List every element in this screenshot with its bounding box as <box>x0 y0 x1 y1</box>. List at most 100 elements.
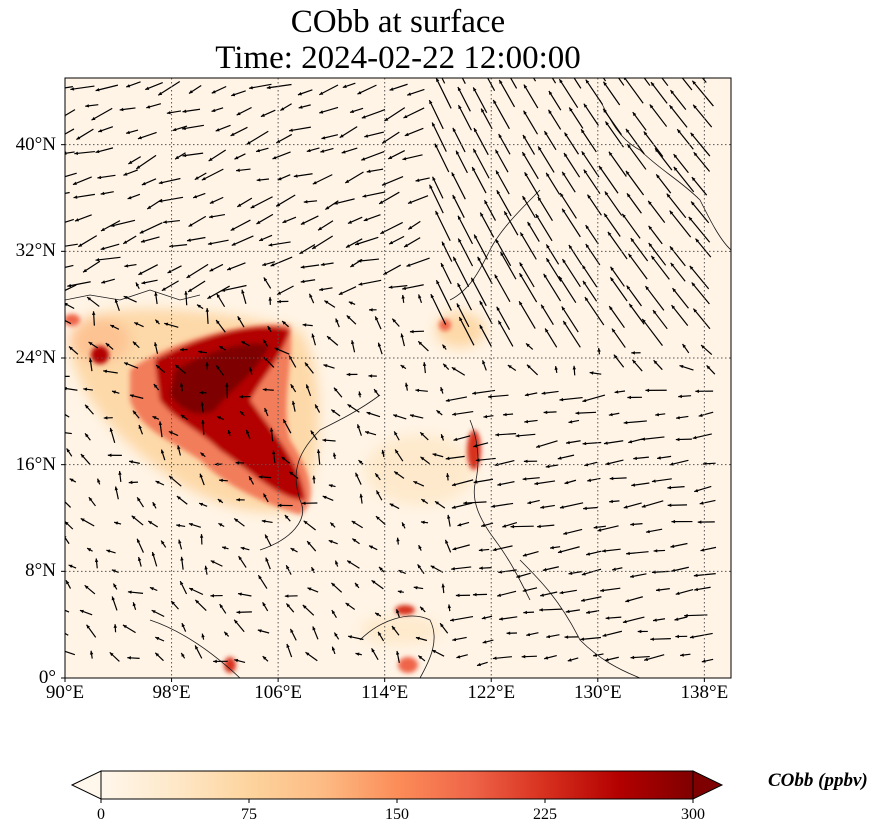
wind-arrow <box>420 456 430 465</box>
wind-arrow <box>321 134 339 140</box>
wind-arrow <box>626 285 642 307</box>
wind-arrow <box>199 534 204 545</box>
wind-arrow <box>122 235 137 245</box>
wind-arrow <box>329 522 336 528</box>
wind-arrow <box>585 224 599 245</box>
wind-arrow <box>65 264 74 268</box>
wind-arrow <box>649 104 668 127</box>
cobb-field <box>65 309 485 673</box>
wind-arrow <box>359 493 363 504</box>
wind-arrow <box>158 177 181 185</box>
wind-arrow <box>673 153 689 174</box>
wind-arrow <box>609 476 627 481</box>
wind-arrow <box>351 520 363 529</box>
wind-arrow <box>600 587 621 593</box>
wind-arrow <box>225 383 229 399</box>
wind-arrow <box>543 410 557 415</box>
wind-arrow <box>645 388 667 393</box>
wind-arrow <box>260 109 276 118</box>
wind-arrow <box>584 296 605 326</box>
wind-arrow <box>158 196 184 203</box>
wind-arrow <box>582 280 598 302</box>
wind-arrow <box>182 108 201 113</box>
wind-arrow <box>641 318 663 347</box>
wind-arrow <box>653 359 663 371</box>
wind-arrow <box>310 430 318 441</box>
wind-arrow <box>174 364 186 374</box>
wind-arrow <box>604 191 623 216</box>
wind-arrow <box>456 303 470 328</box>
wind-arrow <box>230 219 251 232</box>
wind-arrow <box>124 263 137 268</box>
wind-arrow <box>561 306 579 333</box>
wind-arrow <box>497 481 515 487</box>
wind-arrow <box>103 369 118 374</box>
wind-arrow <box>608 151 627 177</box>
wind-arrow <box>648 225 663 245</box>
wind-arrow <box>441 241 453 262</box>
wind-arrow <box>451 479 474 487</box>
wind-arrow <box>450 615 474 622</box>
wind-arrow <box>582 394 606 403</box>
wind-arrow <box>539 608 562 612</box>
x-tick-label: 130°E <box>573 682 622 703</box>
wind-arrow <box>498 133 511 155</box>
wind-arrow <box>509 78 518 89</box>
wind-arrow <box>580 636 602 641</box>
wind-arrow <box>403 107 425 119</box>
wind-arrow <box>633 456 649 461</box>
wind-arrow <box>400 364 407 370</box>
wind-arrow <box>441 344 447 350</box>
colorbar-tick-label: 150 <box>385 806 409 823</box>
wind-arrow <box>326 335 339 346</box>
wind-arrow <box>701 78 707 83</box>
wind-arrow <box>563 528 583 535</box>
wind-arrow <box>404 127 424 137</box>
wind-arrow <box>540 591 558 597</box>
wind-arrow <box>692 308 711 330</box>
wind-arrow <box>182 152 204 158</box>
wind-arrow <box>347 403 360 413</box>
wind-arrow <box>311 333 317 346</box>
wind-arrow <box>239 410 245 417</box>
wind-arrow <box>267 325 272 333</box>
wind-arrow <box>456 654 468 659</box>
wind-arrow <box>135 282 140 290</box>
axis-tick-marks <box>61 144 705 682</box>
wind-arrow <box>593 525 606 530</box>
wind-arrow <box>205 308 210 324</box>
wind-arrow <box>350 340 356 353</box>
wind-arrow <box>562 320 581 348</box>
wind-arrow <box>88 341 99 349</box>
wind-arrow <box>84 433 91 441</box>
wind-arrow <box>76 128 94 141</box>
wind-arrow <box>435 210 451 241</box>
wind-arrow <box>285 603 295 613</box>
wind-arrow <box>284 514 291 522</box>
wind-arrow <box>231 235 254 246</box>
wind-arrow <box>439 622 449 634</box>
wind-arrow <box>180 652 186 659</box>
wind-arrow <box>674 616 688 621</box>
wind-arrow <box>312 626 319 640</box>
wind-arrow <box>400 333 406 347</box>
wind-arrow <box>155 364 166 373</box>
wind-arrow <box>378 566 385 573</box>
wind-arrow <box>396 537 400 545</box>
wind-arrow <box>118 470 122 483</box>
wind-arrow <box>347 635 364 641</box>
wind-arrow <box>216 293 226 308</box>
wind-arrow <box>218 345 227 351</box>
wind-arrow <box>598 165 619 194</box>
wind-arrow <box>492 656 512 660</box>
wind-arrow <box>375 490 383 501</box>
wind-arrow <box>236 197 253 208</box>
wind-arrow <box>256 178 270 182</box>
wind-arrow <box>301 501 318 505</box>
wind-arrow <box>145 82 163 91</box>
wind-arrow <box>699 499 716 505</box>
wind-arrow <box>698 411 714 417</box>
colorbar-extend-min <box>70 770 102 800</box>
wind-arrow <box>522 587 538 593</box>
wind-arrow <box>204 565 208 575</box>
